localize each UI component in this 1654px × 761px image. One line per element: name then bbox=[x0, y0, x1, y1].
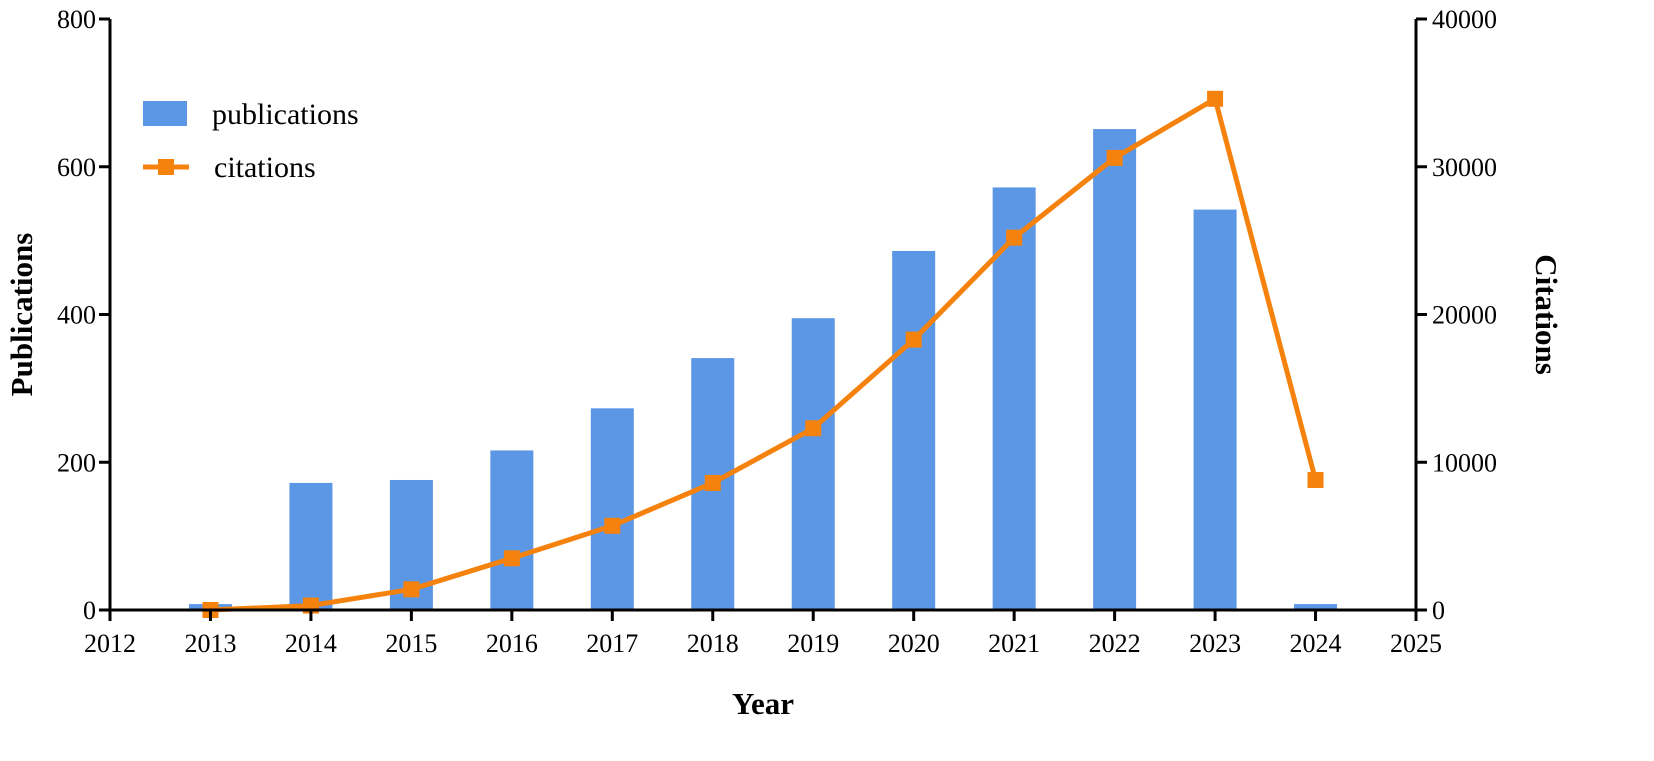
y-right-tick-label-40000: 40000 bbox=[1432, 5, 1497, 34]
bar-2023 bbox=[1193, 209, 1237, 610]
bar-2020 bbox=[892, 250, 936, 610]
legend-label-publications: publications bbox=[212, 98, 359, 131]
x-tick-label-2021: 2021 bbox=[988, 629, 1040, 658]
x-tick-label-2019: 2019 bbox=[787, 629, 839, 658]
axes-group: 2012 2013 2014 2015 2016 2017 2018 2019 2020 2021… bbox=[57, 5, 1497, 658]
citations-point-2024 bbox=[1307, 471, 1324, 488]
citations-point-2022 bbox=[1106, 149, 1123, 166]
y-left-tick-label-0: 0 bbox=[83, 596, 96, 625]
bar-2014 bbox=[289, 482, 333, 610]
x-tick-label-2013: 2013 bbox=[184, 629, 236, 658]
x-axis-title: Year bbox=[732, 686, 794, 721]
bar-2016 bbox=[490, 450, 534, 610]
x-tick-label-2025: 2025 bbox=[1390, 629, 1442, 658]
bar-2021 bbox=[992, 187, 1036, 610]
citations-point-2015 bbox=[403, 581, 420, 598]
legend-label-citations: citations bbox=[214, 151, 316, 184]
legend-swatch-publications bbox=[143, 101, 187, 126]
bar-group bbox=[188, 129, 1338, 611]
bar-2024 bbox=[1294, 604, 1338, 610]
y-axis-right-title: Citations bbox=[1529, 254, 1564, 375]
citations-point-2023 bbox=[1207, 90, 1224, 107]
bar-2017 bbox=[590, 408, 634, 610]
x-tick-label-2012: 2012 bbox=[84, 629, 136, 658]
y-axis-left-title: Publications bbox=[4, 233, 39, 397]
citations-point-2021 bbox=[1006, 229, 1023, 246]
citations-point-2020 bbox=[905, 331, 922, 348]
x-tick-label-2023: 2023 bbox=[1189, 629, 1241, 658]
citations-point-2018 bbox=[704, 474, 721, 491]
citations-line-group bbox=[202, 90, 1324, 618]
y-left-tick-label-800: 800 bbox=[57, 5, 96, 34]
citations-point-2017 bbox=[604, 517, 621, 534]
x-tick-label-2017: 2017 bbox=[586, 629, 638, 658]
y-left-tick-label-600: 600 bbox=[57, 153, 96, 182]
x-tick-label-2024: 2024 bbox=[1290, 629, 1342, 658]
citations-point-2016 bbox=[503, 550, 520, 567]
legend-swatch-citations-marker bbox=[158, 159, 174, 175]
legend: publications citations bbox=[143, 98, 359, 184]
y-right-tick-label-0: 0 bbox=[1432, 596, 1445, 625]
y-right-tick-label-10000: 10000 bbox=[1432, 448, 1497, 477]
x-tick-label-2016: 2016 bbox=[486, 629, 538, 658]
y-right-tick-label-20000: 20000 bbox=[1432, 301, 1497, 330]
x-tick-label-2015: 2015 bbox=[385, 629, 437, 658]
citations-point-2019 bbox=[805, 420, 822, 437]
bar-2022 bbox=[1093, 129, 1137, 611]
x-tick-label-2020: 2020 bbox=[888, 629, 940, 658]
bar-2019 bbox=[791, 318, 835, 610]
citations-line bbox=[210, 96, 1318, 613]
x-tick-label-2022: 2022 bbox=[1089, 629, 1141, 658]
x-tick-label-2014: 2014 bbox=[285, 629, 337, 658]
y-right-tick-label-30000: 30000 bbox=[1432, 153, 1497, 182]
y-left-tick-label-400: 400 bbox=[57, 301, 96, 330]
y-left-tick-label-200: 200 bbox=[57, 448, 96, 477]
x-tick-label-2018: 2018 bbox=[687, 629, 739, 658]
